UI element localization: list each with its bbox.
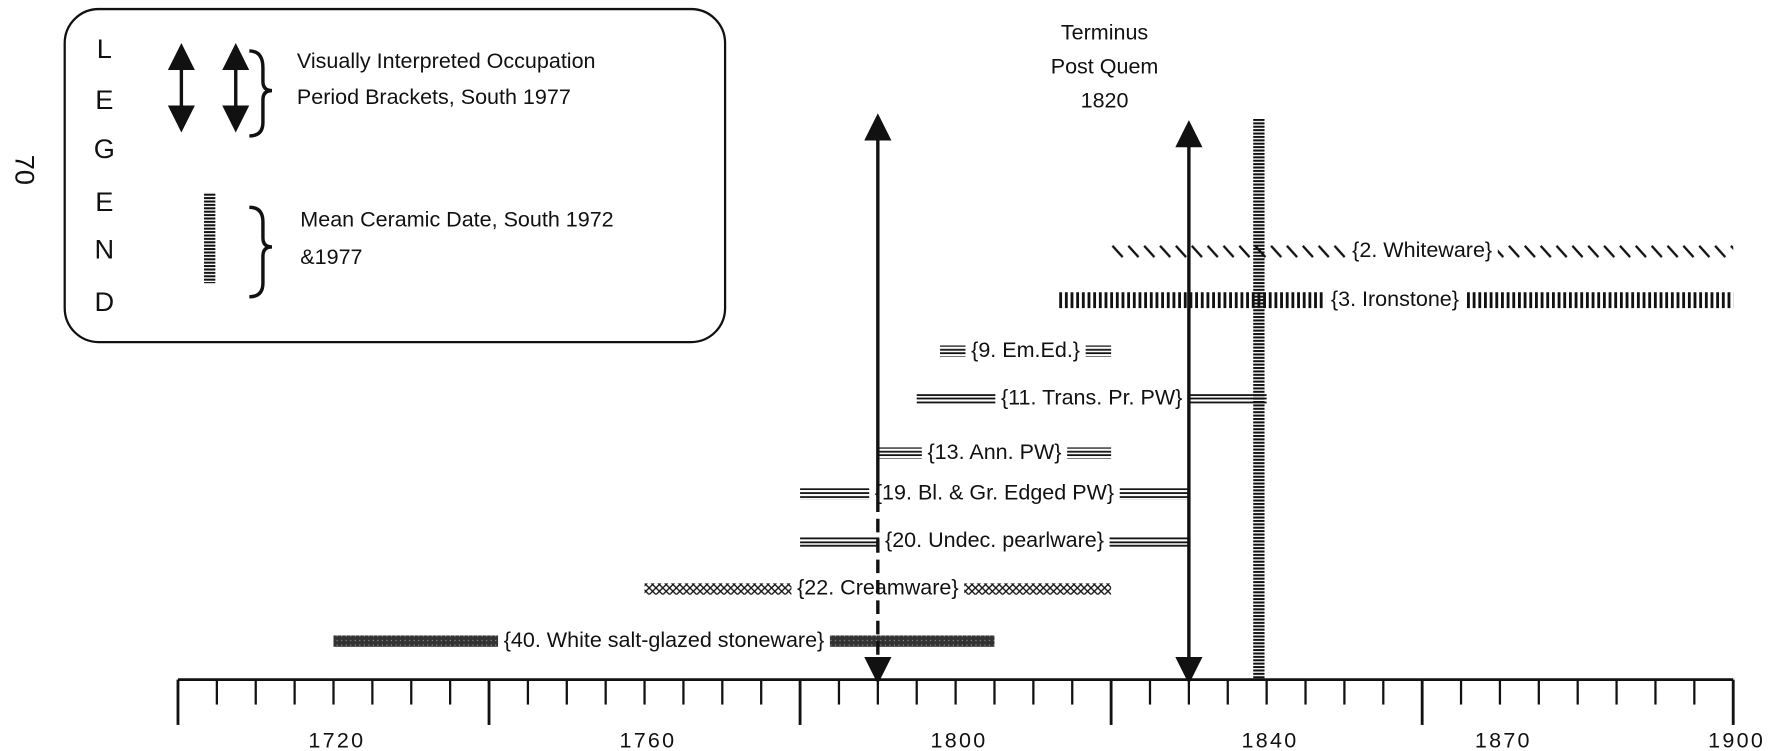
range-label: {13. Ann. PW} [927, 440, 1061, 464]
range-label: {40. White salt-glazed stoneware} [504, 628, 825, 652]
x-tick-label: 1900 [1708, 729, 1765, 751]
range-label: {2. Whiteware} [1352, 238, 1492, 262]
legend-text: &1977 [300, 245, 362, 269]
label-background [879, 527, 1110, 556]
legend-text: Mean Ceramic Date, South 1972 [300, 208, 613, 232]
label-background [965, 337, 1086, 365]
legend-letter: D [95, 286, 115, 317]
legend-letter: E [95, 186, 113, 217]
annotation: Terminus [1061, 21, 1148, 45]
range-label: {19. Bl. & Gr. Edged PW} [875, 481, 1114, 505]
x-tick-label: 1720 [308, 729, 365, 751]
legend-letter: L [97, 33, 112, 64]
legend-brace [249, 49, 273, 138]
legend-box [63, 7, 727, 344]
range-label: {11. Trans. Pr. PW} [1001, 385, 1182, 409]
range-label: {20. Undec. pearlware} [885, 528, 1104, 552]
legend-text: Visually Interpreted Occupation [297, 49, 596, 73]
x-tick-label: 1800 [931, 729, 988, 751]
x-tick-label: 1870 [1475, 729, 1532, 751]
label-background [995, 385, 1189, 413]
annotation: Post Quem [1051, 55, 1159, 79]
x-tick-label: 1840 [1242, 729, 1299, 751]
page-number: 70 [10, 155, 41, 185]
legend-letter: E [95, 84, 113, 115]
legend-mean-icon [204, 192, 216, 284]
range-label: {9. Em.Ed.} [971, 338, 1080, 362]
label-background [1325, 286, 1465, 314]
legend-letter: G [94, 133, 115, 164]
label-background [869, 480, 1120, 508]
legend-letter: N [95, 234, 115, 265]
label-background [498, 627, 830, 655]
legend-text: Period Brackets, South 1977 [297, 85, 571, 109]
label-background [921, 439, 1068, 467]
label-background [1346, 237, 1498, 266]
range-label: {3. Ironstone} [1331, 287, 1459, 311]
x-tick-label: 1760 [619, 729, 676, 751]
legend-brace [249, 205, 273, 299]
annotation: 1820 [1081, 89, 1129, 113]
